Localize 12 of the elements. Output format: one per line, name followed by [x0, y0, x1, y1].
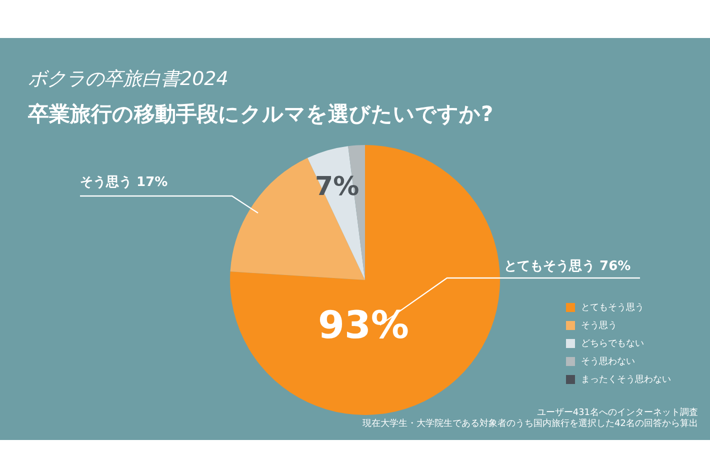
chart-title: ボクラの卒旅白書2024 — [28, 67, 228, 92]
legend-label: まったくそう思わない — [581, 374, 671, 386]
text: ユーザー431名へのインターネット調査 — [536, 408, 698, 418]
legend-label: そう思わない — [581, 356, 635, 368]
text: とてもそう思う 76% — [504, 259, 631, 274]
chart-subtitle: 卒業旅行の移動手段にクルマを選びたいですか? — [28, 101, 494, 128]
text: そう思う 17% — [80, 175, 168, 190]
legend-label: とてもそう思う — [581, 302, 644, 314]
text: 93% — [318, 303, 409, 347]
legend-label: そう思う — [581, 320, 617, 332]
text: 現在大学生・大学院生である対象者のうち国内旅行を選択した42名の回答から算出 — [362, 419, 698, 430]
legend-label: どちらでもない — [581, 338, 644, 350]
